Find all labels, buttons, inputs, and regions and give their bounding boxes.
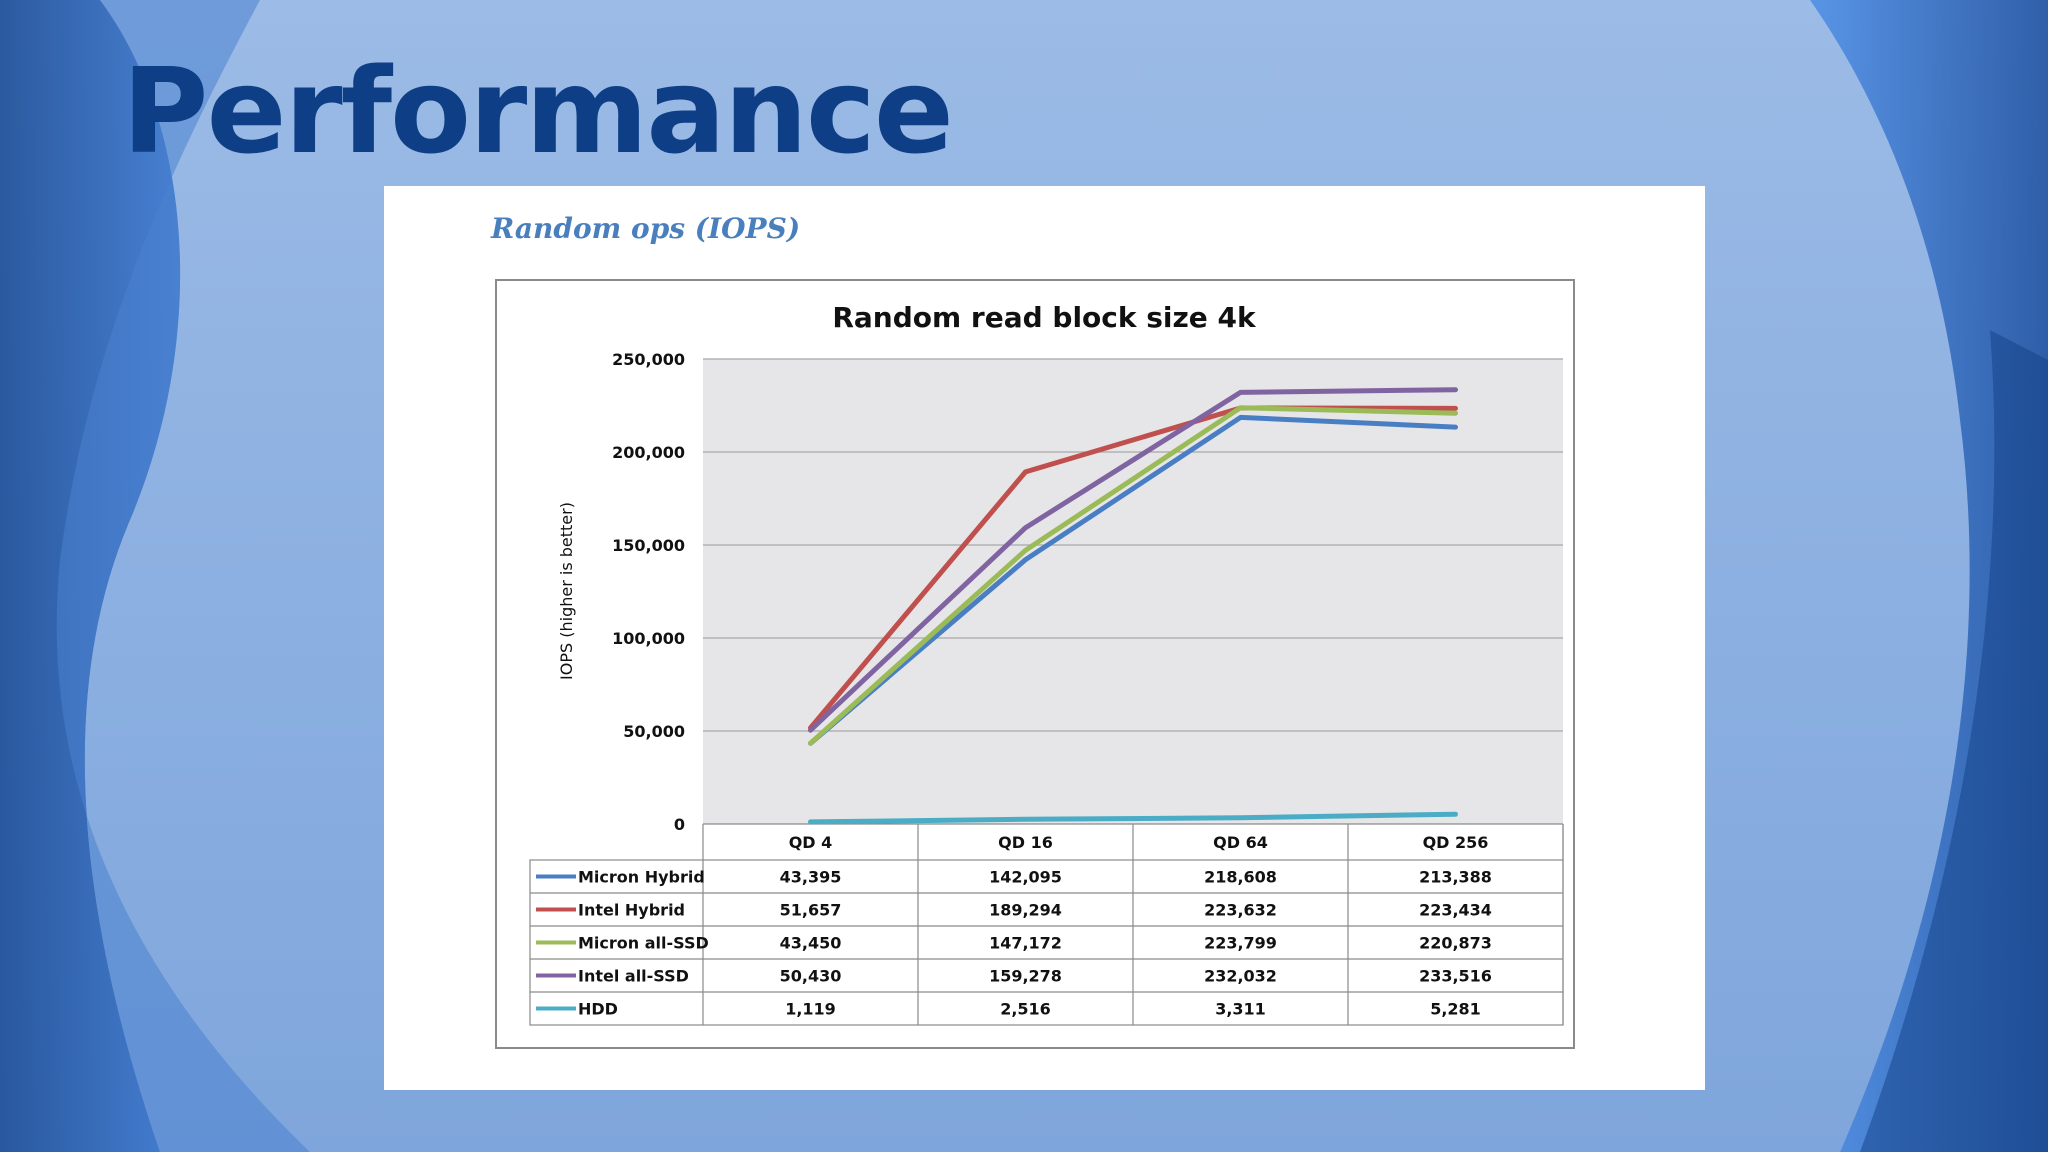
series-lines: [808, 387, 1458, 825]
data-label: 220,873: [1419, 934, 1492, 953]
left-wave-light: [56, 0, 310, 1152]
legend-label: Intel Hybrid: [578, 901, 685, 920]
data-label: 232,032: [1204, 967, 1277, 986]
y-tick-label: 50,000: [623, 722, 685, 741]
legend-label: Micron Hybrid: [578, 868, 705, 887]
y-tick-label: 200,000: [612, 443, 685, 462]
y-tick-label: 150,000: [612, 536, 685, 555]
y-tick-label: 0: [674, 815, 685, 834]
legend-label: Micron all-SSD: [578, 934, 709, 953]
data-label: 1,119: [785, 1000, 836, 1019]
gridlines: [703, 358, 1563, 825]
data-label: 213,388: [1419, 868, 1492, 887]
right-wave-dark: [1860, 330, 2048, 1152]
data-label: 43,395: [780, 868, 842, 887]
plot-area: [703, 359, 1563, 824]
data-label: 2,516: [1000, 1000, 1051, 1019]
data-label: 218,608: [1204, 868, 1277, 887]
series-line: [808, 414, 1458, 746]
series-line: [808, 811, 1458, 825]
data-label: 147,172: [989, 934, 1062, 953]
data-label: 159,278: [989, 967, 1062, 986]
x-category-label: QD 16: [998, 833, 1053, 852]
series-line: [808, 387, 1458, 733]
data-label: 223,632: [1204, 901, 1277, 920]
legend-label: HDD: [578, 1000, 618, 1019]
chart-panel: Random ops (IOPS) Random read block size…: [384, 186, 1705, 1090]
data-label: 50,430: [780, 967, 842, 986]
x-category-label: QD 256: [1423, 833, 1489, 852]
slide-title: Performance: [122, 42, 954, 180]
y-tick-label: 250,000: [612, 350, 685, 369]
y-tick-labels: 0 50,000 100,000 150,000 200,000 250,000: [612, 350, 685, 834]
data-label: 5,281: [1430, 1000, 1481, 1019]
legend-label: Intel all-SSD: [578, 967, 689, 986]
data-label: 43,450: [780, 934, 842, 953]
chart-caption: Random ops (IOPS): [491, 212, 801, 245]
data-label: 223,434: [1419, 901, 1492, 920]
data-label: 142,095: [989, 868, 1062, 887]
line-chart: Random read block size 4k 0 50,000 100,000…: [495, 279, 1575, 1049]
data-label: 3,311: [1215, 1000, 1266, 1019]
data-label: 189,294: [989, 901, 1062, 920]
data-label: 233,516: [1419, 967, 1492, 986]
chart-title: Random read block size 4k: [832, 301, 1257, 334]
y-tick-label: 100,000: [612, 629, 685, 648]
y-axis-label: IOPS (higher is better): [557, 502, 576, 680]
series-line: [808, 405, 1458, 746]
data-label: 51,657: [780, 901, 842, 920]
data-table: QD 4 QD 16 QD 64 QD 256 Micron Hybrid 43,395 1…: [529, 824, 1564, 1026]
x-category-label: QD 4: [789, 833, 833, 852]
data-label: 223,799: [1204, 934, 1277, 953]
x-category-label: QD 64: [1213, 833, 1268, 852]
